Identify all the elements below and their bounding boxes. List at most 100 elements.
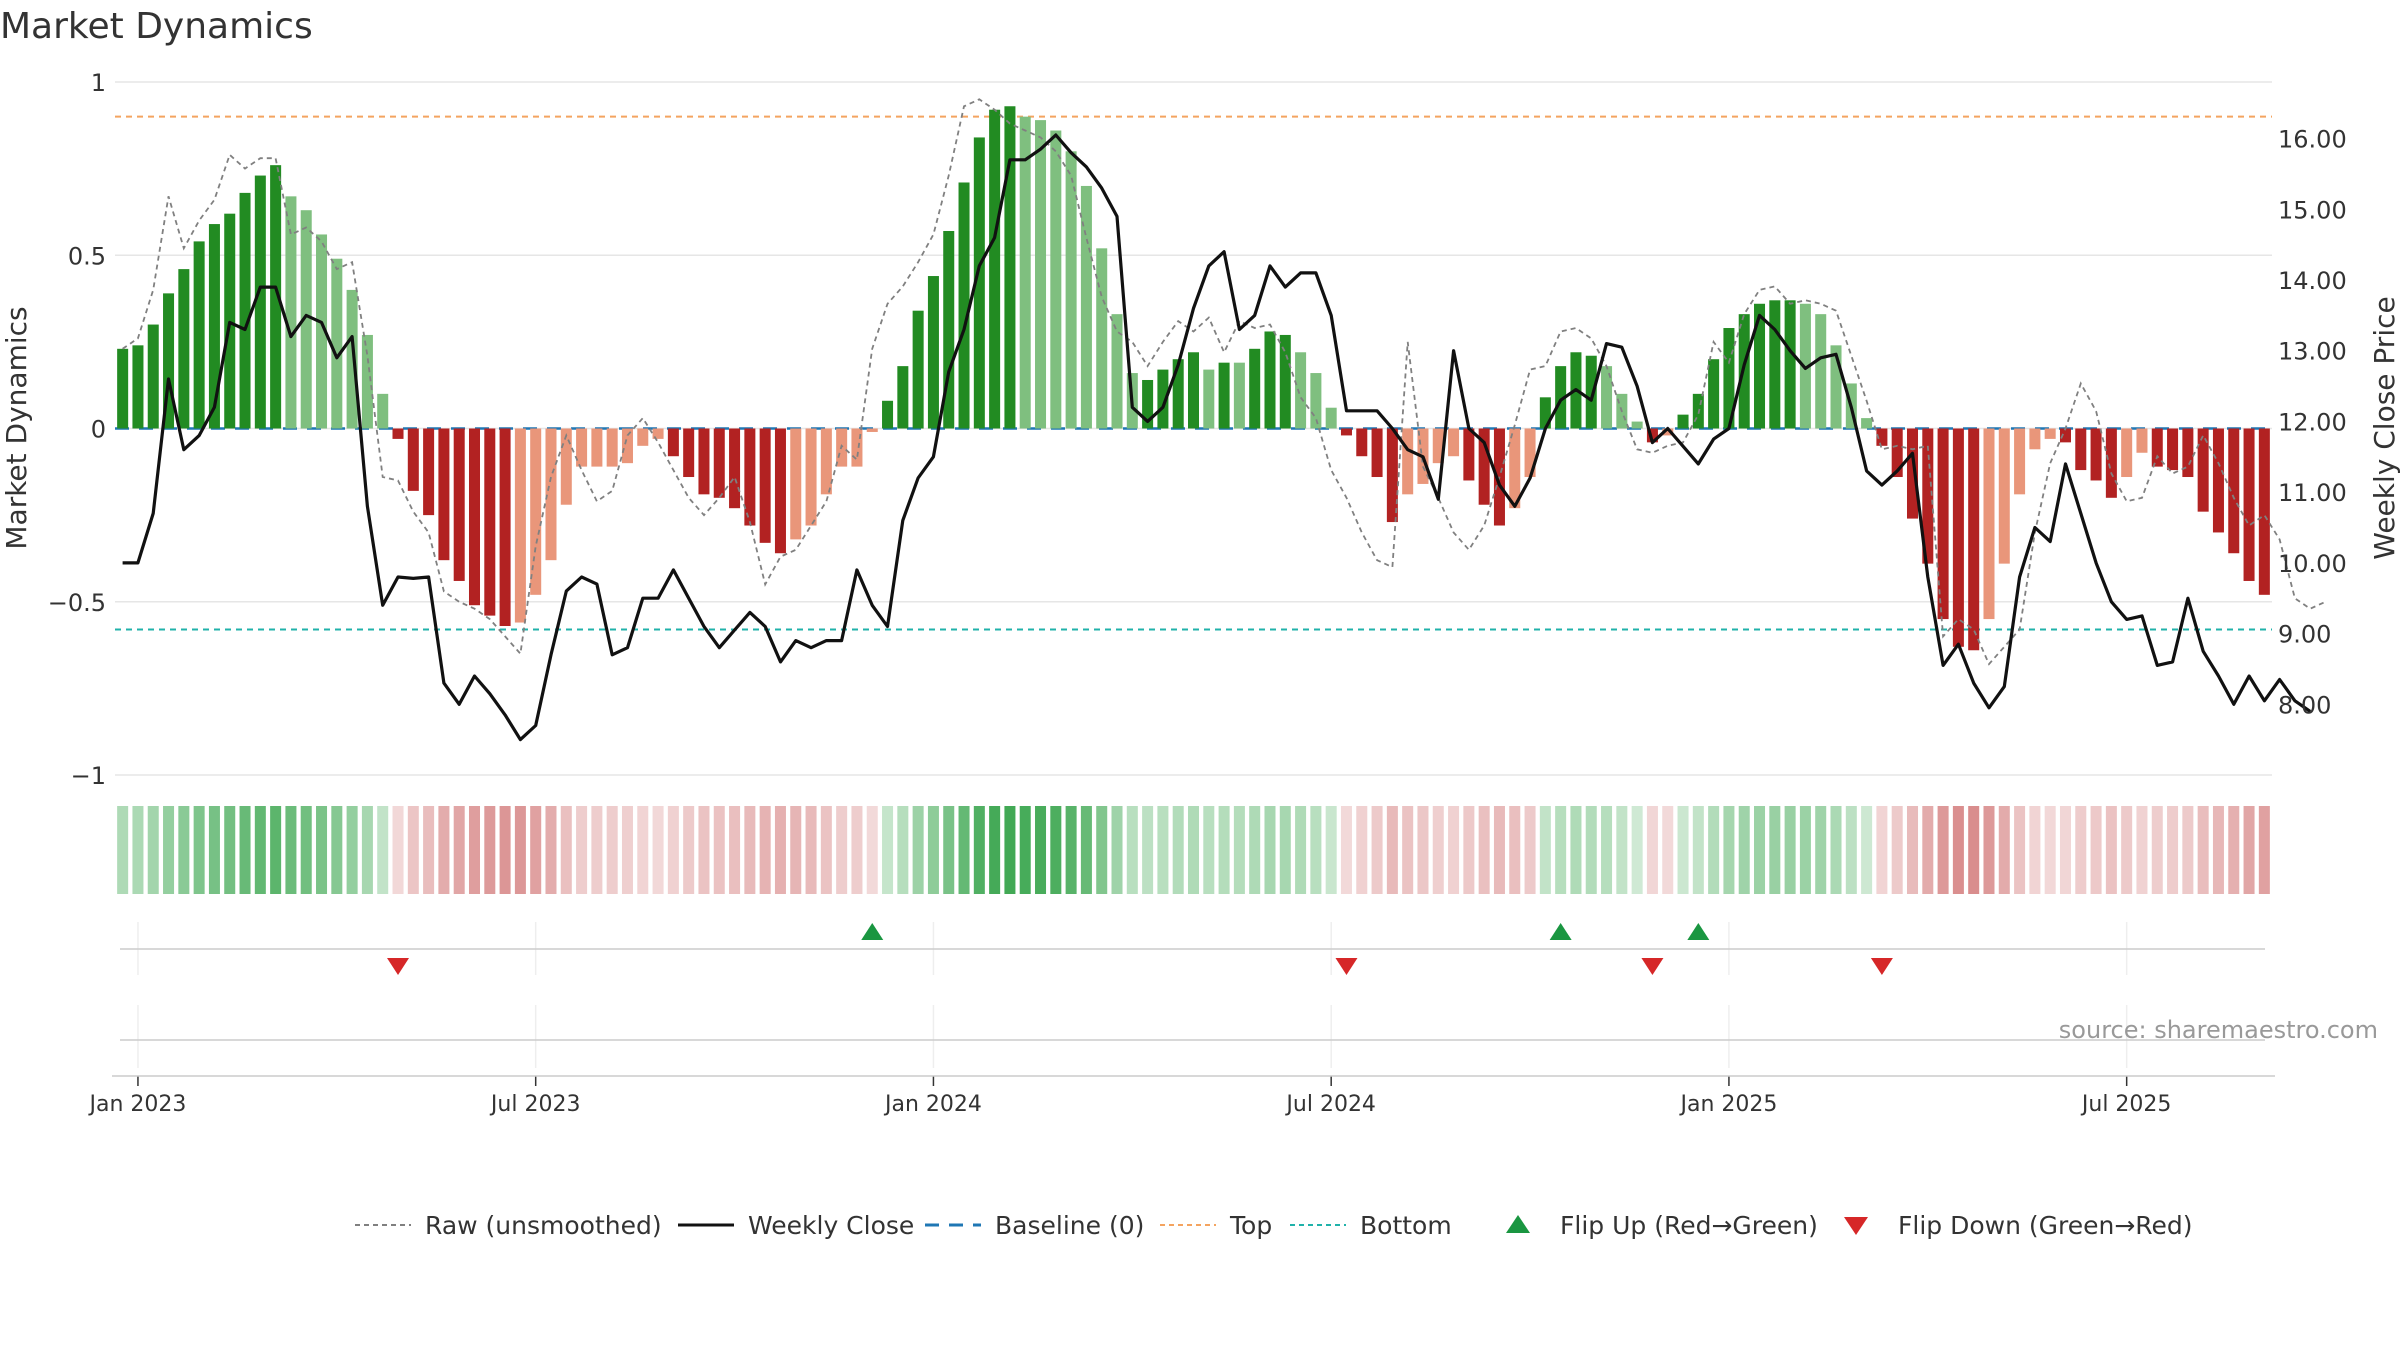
regime-cell [147, 806, 159, 894]
dynamics-bar [2136, 428, 2148, 453]
dynamics-bar [621, 428, 633, 464]
regime-cell [958, 806, 970, 894]
regime-cell [851, 806, 863, 894]
regime-cell [1295, 806, 1307, 894]
legend-item: Raw (unsmoothed) [355, 1211, 662, 1240]
dynamics-bar [1646, 428, 1658, 443]
regime-cell [820, 806, 832, 894]
dynamics-bar [1463, 428, 1475, 481]
dynamics-bar [484, 428, 496, 616]
dynamics-bar [973, 137, 985, 429]
axes: 1 0.5 0 −0.5 −1 16.00 15.00 14.00 13.00 12.00 11.0… [48, 69, 2347, 790]
regime-cell [2059, 806, 2071, 894]
dynamics-bar [1815, 314, 1827, 429]
regime-cell [1922, 806, 1934, 894]
regime-cell [1555, 806, 1567, 894]
dynamics-bar [1432, 428, 1444, 464]
regime-cell [1080, 806, 1092, 894]
dynamics-bar [1065, 151, 1077, 429]
dynamics-bar [1310, 373, 1322, 429]
dynamics-bar [285, 196, 297, 429]
dynamics-bar [2243, 428, 2255, 581]
raw-unsmoothed-line [122, 98, 2326, 666]
dynamics-bar [1233, 362, 1245, 429]
dynamics-bar [2121, 428, 2133, 478]
dynamics-bars [117, 106, 2270, 651]
dynamics-bar [576, 428, 588, 467]
dynamics-bar [637, 428, 649, 446]
regime-cell [377, 806, 389, 894]
dynamics-bar [2059, 428, 2071, 443]
y-right-tick-label: 12.00 [2278, 408, 2347, 436]
dynamics-bar [1050, 130, 1062, 429]
legend-label: Weekly Close [748, 1211, 914, 1240]
regime-cell [224, 806, 236, 894]
regime-cell [1065, 806, 1077, 894]
dynamics-bar [1906, 428, 1919, 519]
dynamics-bar [1218, 362, 1230, 429]
dynamics-bar [254, 175, 266, 429]
dynamics-bar [1952, 428, 1964, 647]
regime-cell [1463, 806, 1475, 894]
dynamics-bar [270, 165, 282, 429]
regime-cell [1218, 806, 1230, 894]
dynamics-bar [1356, 428, 1368, 457]
dynamics-bar [1080, 185, 1092, 429]
regime-cell [744, 806, 756, 894]
dynamics-bar [2151, 428, 2163, 467]
x-tick-label: Jul 2024 [1284, 1092, 1376, 1117]
regime-cell [683, 806, 695, 894]
regime-cell [270, 806, 282, 894]
regime-cell [1310, 806, 1322, 894]
regime-cell [1906, 806, 1919, 894]
regime-cell [239, 806, 251, 894]
regime-cell [1723, 806, 1735, 894]
regime-cell [1769, 806, 1781, 894]
regime-cell [836, 806, 848, 894]
regime-cell [1876, 806, 1888, 894]
flip-up-marker [1549, 923, 1572, 940]
legend-item: Weekly Close [678, 1211, 914, 1240]
dynamics-bar [897, 366, 909, 429]
regime-cell [912, 806, 924, 894]
legend-item: Top [1160, 1211, 1272, 1240]
dynamics-bar [1402, 428, 1414, 495]
regime-cell [866, 806, 878, 894]
legend-swatch [1506, 1215, 1530, 1233]
regime-cell [1646, 806, 1658, 894]
regime-cell [1478, 806, 1490, 894]
regime-cell [1264, 806, 1276, 894]
dynamics-bar [1478, 428, 1490, 505]
dynamics-bar [1983, 428, 1995, 620]
reference-lines [115, 115, 2272, 631]
dynamics-bar [1585, 355, 1597, 429]
regime-cell [1601, 806, 1613, 894]
regime-cell [163, 806, 175, 894]
regime-cell [392, 806, 404, 894]
regime-cell [1570, 806, 1582, 894]
regime-cell [2136, 806, 2148, 894]
regime-cell [1019, 806, 1031, 894]
regime-cell [1050, 806, 1062, 894]
dynamics-bar [392, 428, 404, 439]
regime-cell [117, 806, 129, 894]
regime-cell [1509, 806, 1521, 894]
regime-cell [1157, 806, 1169, 894]
regime-cell [989, 806, 1001, 894]
dynamics-bar [208, 224, 220, 429]
regime-cell [316, 806, 328, 894]
dynamics-bar [300, 210, 312, 429]
regime-cell [1111, 806, 1123, 894]
dynamics-bar [163, 293, 175, 429]
dynamics-bar [560, 428, 572, 505]
regime-cell [132, 806, 144, 894]
dynamics-bar [545, 428, 557, 561]
dynamics-bar [1524, 428, 1536, 478]
legend-label: Flip Down (Green→Red) [1898, 1211, 2193, 1240]
regime-cell [1539, 806, 1551, 894]
dynamics-bar [1968, 428, 1980, 651]
regime-cell [2014, 806, 2026, 894]
regime-cell [1325, 806, 1337, 894]
regime-cell [790, 806, 802, 894]
regime-cell [300, 806, 312, 894]
